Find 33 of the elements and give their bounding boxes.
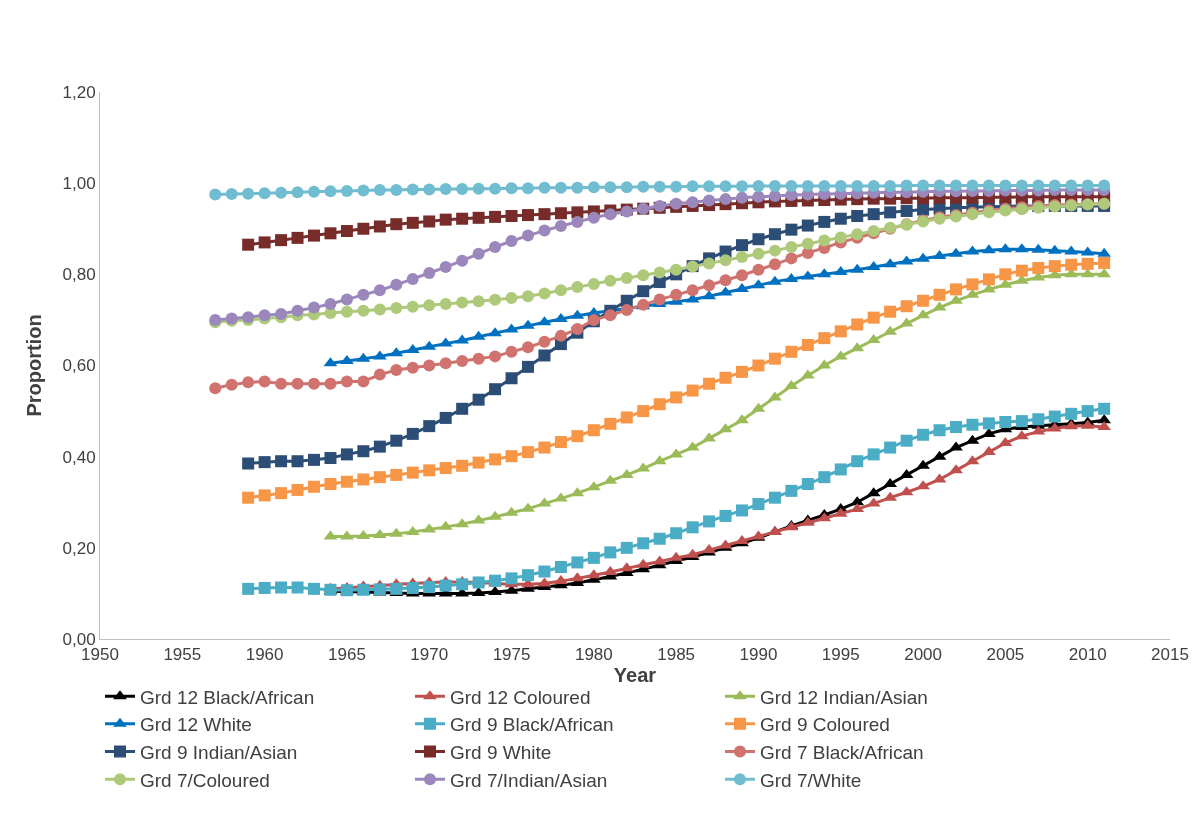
legend-label: Grd 12 Black/African xyxy=(140,686,315,708)
x-tick-label: 1960 xyxy=(245,645,284,665)
y-tick-label: 1,00 xyxy=(62,174,96,194)
y-tick-label: 0,40 xyxy=(62,447,96,467)
legend-label: Grd 12 Coloured xyxy=(450,686,591,708)
x-tick-label: 1985 xyxy=(657,645,696,665)
legend-label: Grd 7 Black/African xyxy=(760,741,924,763)
y-tick-label: 0,60 xyxy=(62,356,96,376)
legend-label: Grd 9 Black/African xyxy=(450,714,614,736)
legend-label: Grd 9 Indian/Asian xyxy=(140,741,298,763)
y-tick-label: 1,20 xyxy=(62,82,96,102)
x-tick-label: 2005 xyxy=(986,645,1025,665)
x-tick-label: 1965 xyxy=(328,645,366,665)
legend-label: Grd 7/Coloured xyxy=(140,769,270,791)
x-tick-label: 1995 xyxy=(821,645,860,665)
legend-label: Grd 7/White xyxy=(760,769,862,791)
x-tick-label: 2010 xyxy=(1068,645,1107,665)
legend-label: Grd 7/Indian/Asian xyxy=(450,769,608,791)
x-tick-label: 2000 xyxy=(904,645,942,665)
x-tick-label: 2015 xyxy=(1151,645,1189,665)
y-axis-title: Proportion xyxy=(23,314,46,417)
y-tick-label: 0,20 xyxy=(62,538,96,558)
legend-label: Grd 9 Coloured xyxy=(760,714,890,736)
y-tick-label: 0,80 xyxy=(62,265,96,285)
legend-label: Grd 9 White xyxy=(450,741,552,763)
x-axis-title: Year xyxy=(613,663,657,686)
x-tick-label: 1955 xyxy=(163,645,202,665)
x-tick-label: 1990 xyxy=(739,645,778,665)
legend-label: Grd 12 Indian/Asian xyxy=(760,686,928,708)
x-tick-label: 1975 xyxy=(492,645,531,665)
legend-label: Grd 12 White xyxy=(140,714,252,736)
x-tick-label: 1970 xyxy=(410,645,449,665)
x-tick-label: 1980 xyxy=(574,645,613,665)
